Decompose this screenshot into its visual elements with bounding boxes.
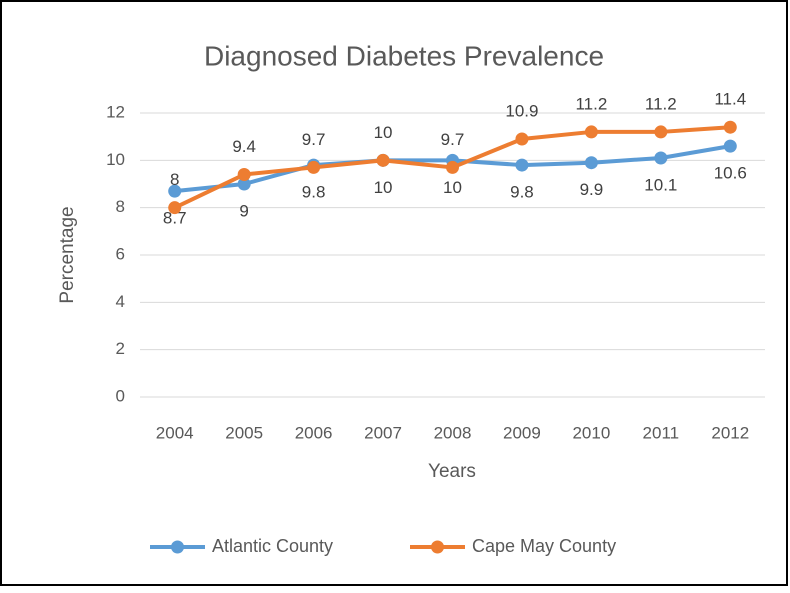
y-tick-label: 12 [106,102,125,121]
data-label: 11.4 [714,90,746,109]
series-marker [584,156,598,170]
data-label: 10.1 [644,175,677,194]
y-axis-label: Percentage [57,206,78,303]
x-tick-label: 2005 [225,423,263,442]
series-marker [654,151,668,165]
data-label: 9.8 [510,183,534,202]
series-marker [584,125,598,139]
series-marker [515,132,529,146]
series-marker [376,153,390,167]
data-label: 8.7 [163,209,187,228]
x-tick-label: 2004 [156,423,194,442]
series-marker [723,139,737,153]
data-label: 9.7 [302,130,326,149]
series-marker [168,184,182,198]
series-marker [237,177,251,191]
data-label: 9 [239,201,248,220]
data-label: 10 [374,178,393,197]
series-marker [237,168,251,182]
x-tick-label: 2007 [364,423,402,442]
data-label: 9.7 [441,130,465,149]
y-tick-label: 6 [116,244,125,263]
legend-marker [431,540,444,554]
series-marker [446,160,459,174]
data-label: 11.2 [645,94,677,113]
data-label: 10 [443,178,462,197]
x-tick-label: 2008 [434,423,472,442]
legend-marker [171,540,184,554]
data-label: 11.2 [575,94,607,113]
data-label: 9.4 [232,137,256,156]
series-marker [307,160,321,174]
data-label: 10 [374,123,393,142]
y-tick-label: 8 [116,197,125,216]
x-tick-label: 2011 [643,423,680,442]
legend-label: Atlantic County [212,536,333,556]
y-tick-label: 4 [116,292,125,311]
legend-label: Cape May County [472,536,616,556]
series-marker [654,125,668,139]
x-tick-label: 2006 [295,423,333,442]
y-tick-label: 0 [116,386,125,405]
data-label: 10.9 [505,102,538,121]
data-label: 9.8 [302,183,326,202]
y-tick-label: 10 [106,150,125,169]
series-marker [168,201,182,215]
data-label: 10.6 [714,164,747,183]
x-tick-label: 2012 [711,423,749,442]
chart-title: Diagnosed Diabetes Prevalence [204,40,604,71]
y-tick-label: 2 [116,339,125,358]
x-tick-label: 2010 [572,423,610,442]
series-marker [723,120,737,134]
x-axis-label: Years [428,461,476,482]
data-label: 8 [170,170,179,189]
x-tick-label: 2009 [503,423,541,442]
data-label: 9.9 [580,180,604,199]
series-marker [515,158,529,172]
